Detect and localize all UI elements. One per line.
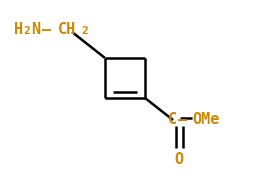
Text: OMe: OMe <box>192 112 220 127</box>
Text: —: — <box>178 112 187 127</box>
Text: 2: 2 <box>81 26 88 36</box>
Text: H: H <box>14 22 23 37</box>
Text: C: C <box>168 112 177 127</box>
Text: 2: 2 <box>23 26 30 36</box>
Text: O: O <box>174 152 183 167</box>
Text: N: N <box>31 22 40 37</box>
Text: CH: CH <box>58 22 76 37</box>
Text: —: — <box>42 22 51 37</box>
